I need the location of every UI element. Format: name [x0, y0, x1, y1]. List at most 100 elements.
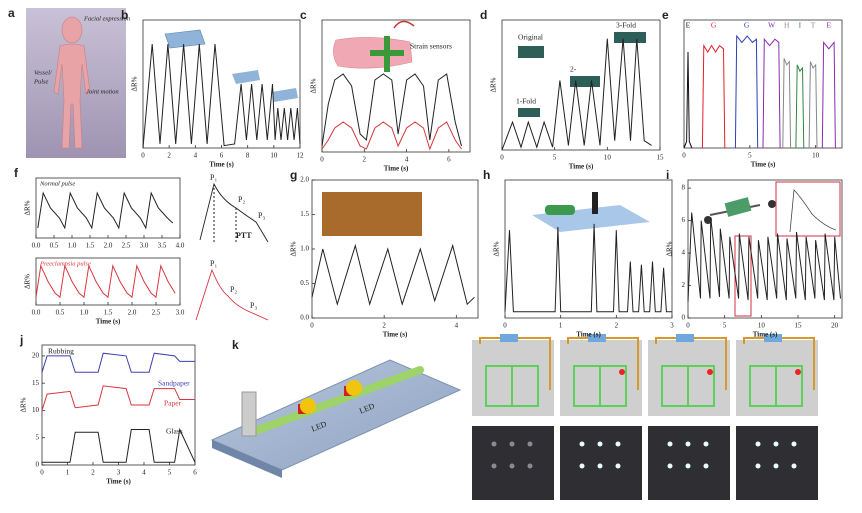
legend-label: T	[811, 21, 816, 30]
led-light	[491, 463, 497, 469]
x-tick-label: 0.0	[32, 309, 41, 317]
peak-label: P₂	[238, 195, 245, 204]
led-photo	[472, 426, 554, 500]
x-tick-label: 1.5	[104, 309, 113, 317]
glove-inset	[272, 88, 298, 102]
annotation: Original	[518, 33, 543, 42]
glove-inset	[164, 29, 206, 49]
panel-label: j	[19, 333, 23, 347]
x-axis-label: Time (s)	[96, 318, 121, 326]
finger-inset	[768, 200, 776, 208]
body-label: Pulse	[33, 78, 49, 85]
x-tick-label: 6	[447, 156, 451, 164]
x-tick-label: 10	[270, 152, 278, 160]
x-tick-label: 4	[455, 322, 459, 330]
x-axis-label: Time (s)	[576, 331, 601, 339]
data-line	[311, 243, 475, 307]
led-photo	[736, 426, 818, 500]
led-photo	[648, 426, 730, 500]
panel-label: i	[666, 168, 669, 182]
touch-dot	[619, 369, 625, 375]
led-light	[685, 441, 691, 447]
plot-frame	[687, 179, 843, 319]
data-line	[687, 212, 841, 302]
touch-dot	[795, 369, 801, 375]
y-tick-label: 15	[32, 379, 40, 387]
sensor-strip	[370, 50, 404, 56]
y-tick-label: 5	[36, 433, 40, 441]
glove-inset	[232, 70, 260, 84]
x-tick-label: 4	[194, 152, 198, 160]
x-axis-label: Time (s)	[106, 478, 131, 486]
panel-label: a	[8, 6, 15, 20]
x-tick-label: 1.5	[86, 242, 95, 250]
finger-inset	[704, 216, 712, 224]
body-label: Facial expression	[83, 15, 130, 22]
switch	[588, 334, 606, 342]
x-tick-label: 2	[167, 152, 171, 160]
y-axis-label: ΔR%	[24, 200, 32, 215]
substrate-edge	[212, 440, 282, 478]
y-tick-label: 4	[682, 249, 686, 257]
x-tick-label: 0	[686, 322, 690, 330]
data-line	[808, 61, 818, 149]
data-line	[35, 264, 176, 299]
touch-dot	[707, 369, 713, 375]
data-line	[701, 43, 726, 149]
legend-label: Sandpaper	[158, 379, 190, 388]
led-light	[509, 463, 515, 469]
peak-label: P₁	[210, 173, 217, 182]
x-tick-label: 0	[310, 322, 314, 330]
panel-label: g	[290, 168, 297, 182]
pulse-schematics: P₁ P₂ P₃ PTT P₁ P₂ P₃	[195, 173, 269, 321]
data-line	[504, 223, 672, 313]
y-tick-label: 8	[682, 184, 686, 192]
finger-inset	[724, 197, 752, 217]
switch	[676, 334, 694, 342]
body-figure	[53, 16, 91, 149]
x-tick-label: 2	[382, 322, 386, 330]
data-line	[37, 191, 174, 230]
x-tick-label: 1.0	[80, 309, 89, 317]
photo-inset	[614, 32, 646, 43]
legend-label: E	[827, 21, 832, 30]
data-line	[41, 352, 195, 373]
panel-label: c	[300, 8, 307, 22]
led-light	[491, 441, 497, 447]
y-tick-label: 2	[682, 281, 686, 289]
y-axis-label: ΔR%	[24, 274, 32, 289]
annotation: Rubbing	[48, 347, 74, 356]
data-line	[734, 34, 759, 149]
led-light	[791, 463, 797, 469]
led-light	[597, 441, 603, 447]
panel-label: e	[662, 8, 669, 22]
photo-inset	[518, 108, 540, 117]
x-tick-label: 2.0	[104, 242, 113, 250]
x-tick-label: 3.0	[140, 242, 149, 250]
x-tick-label: 3.5	[158, 242, 167, 250]
photo-inset	[518, 46, 544, 58]
x-axis-label: Time (s)	[569, 163, 594, 171]
data-line	[142, 43, 301, 149]
x-tick-label: 0	[503, 322, 507, 330]
pulse-schematic	[195, 268, 269, 321]
droplet	[300, 398, 316, 414]
data-line	[321, 121, 462, 151]
x-tick-label: 5	[168, 469, 172, 477]
x-tick-label: 0	[320, 156, 324, 164]
x-tick-label: 10	[758, 322, 766, 330]
nozzle	[241, 391, 257, 437]
x-tick-label: 2.0	[128, 309, 137, 317]
body-label: Vessel/	[34, 69, 53, 76]
x-tick-label: 3	[117, 469, 121, 477]
x-tick-label: 1.0	[68, 242, 77, 250]
x-axis-label: Time (s)	[384, 165, 409, 173]
x-tick-label: 0	[500, 154, 504, 162]
x-tick-label: 12	[297, 152, 305, 160]
ptt-label: PTT	[236, 231, 252, 240]
y-axis-label: ΔR%	[490, 77, 498, 92]
data-line	[795, 64, 805, 149]
legend-label: W	[768, 21, 776, 30]
switch	[764, 334, 782, 342]
x-tick-label: 2.5	[122, 242, 131, 250]
